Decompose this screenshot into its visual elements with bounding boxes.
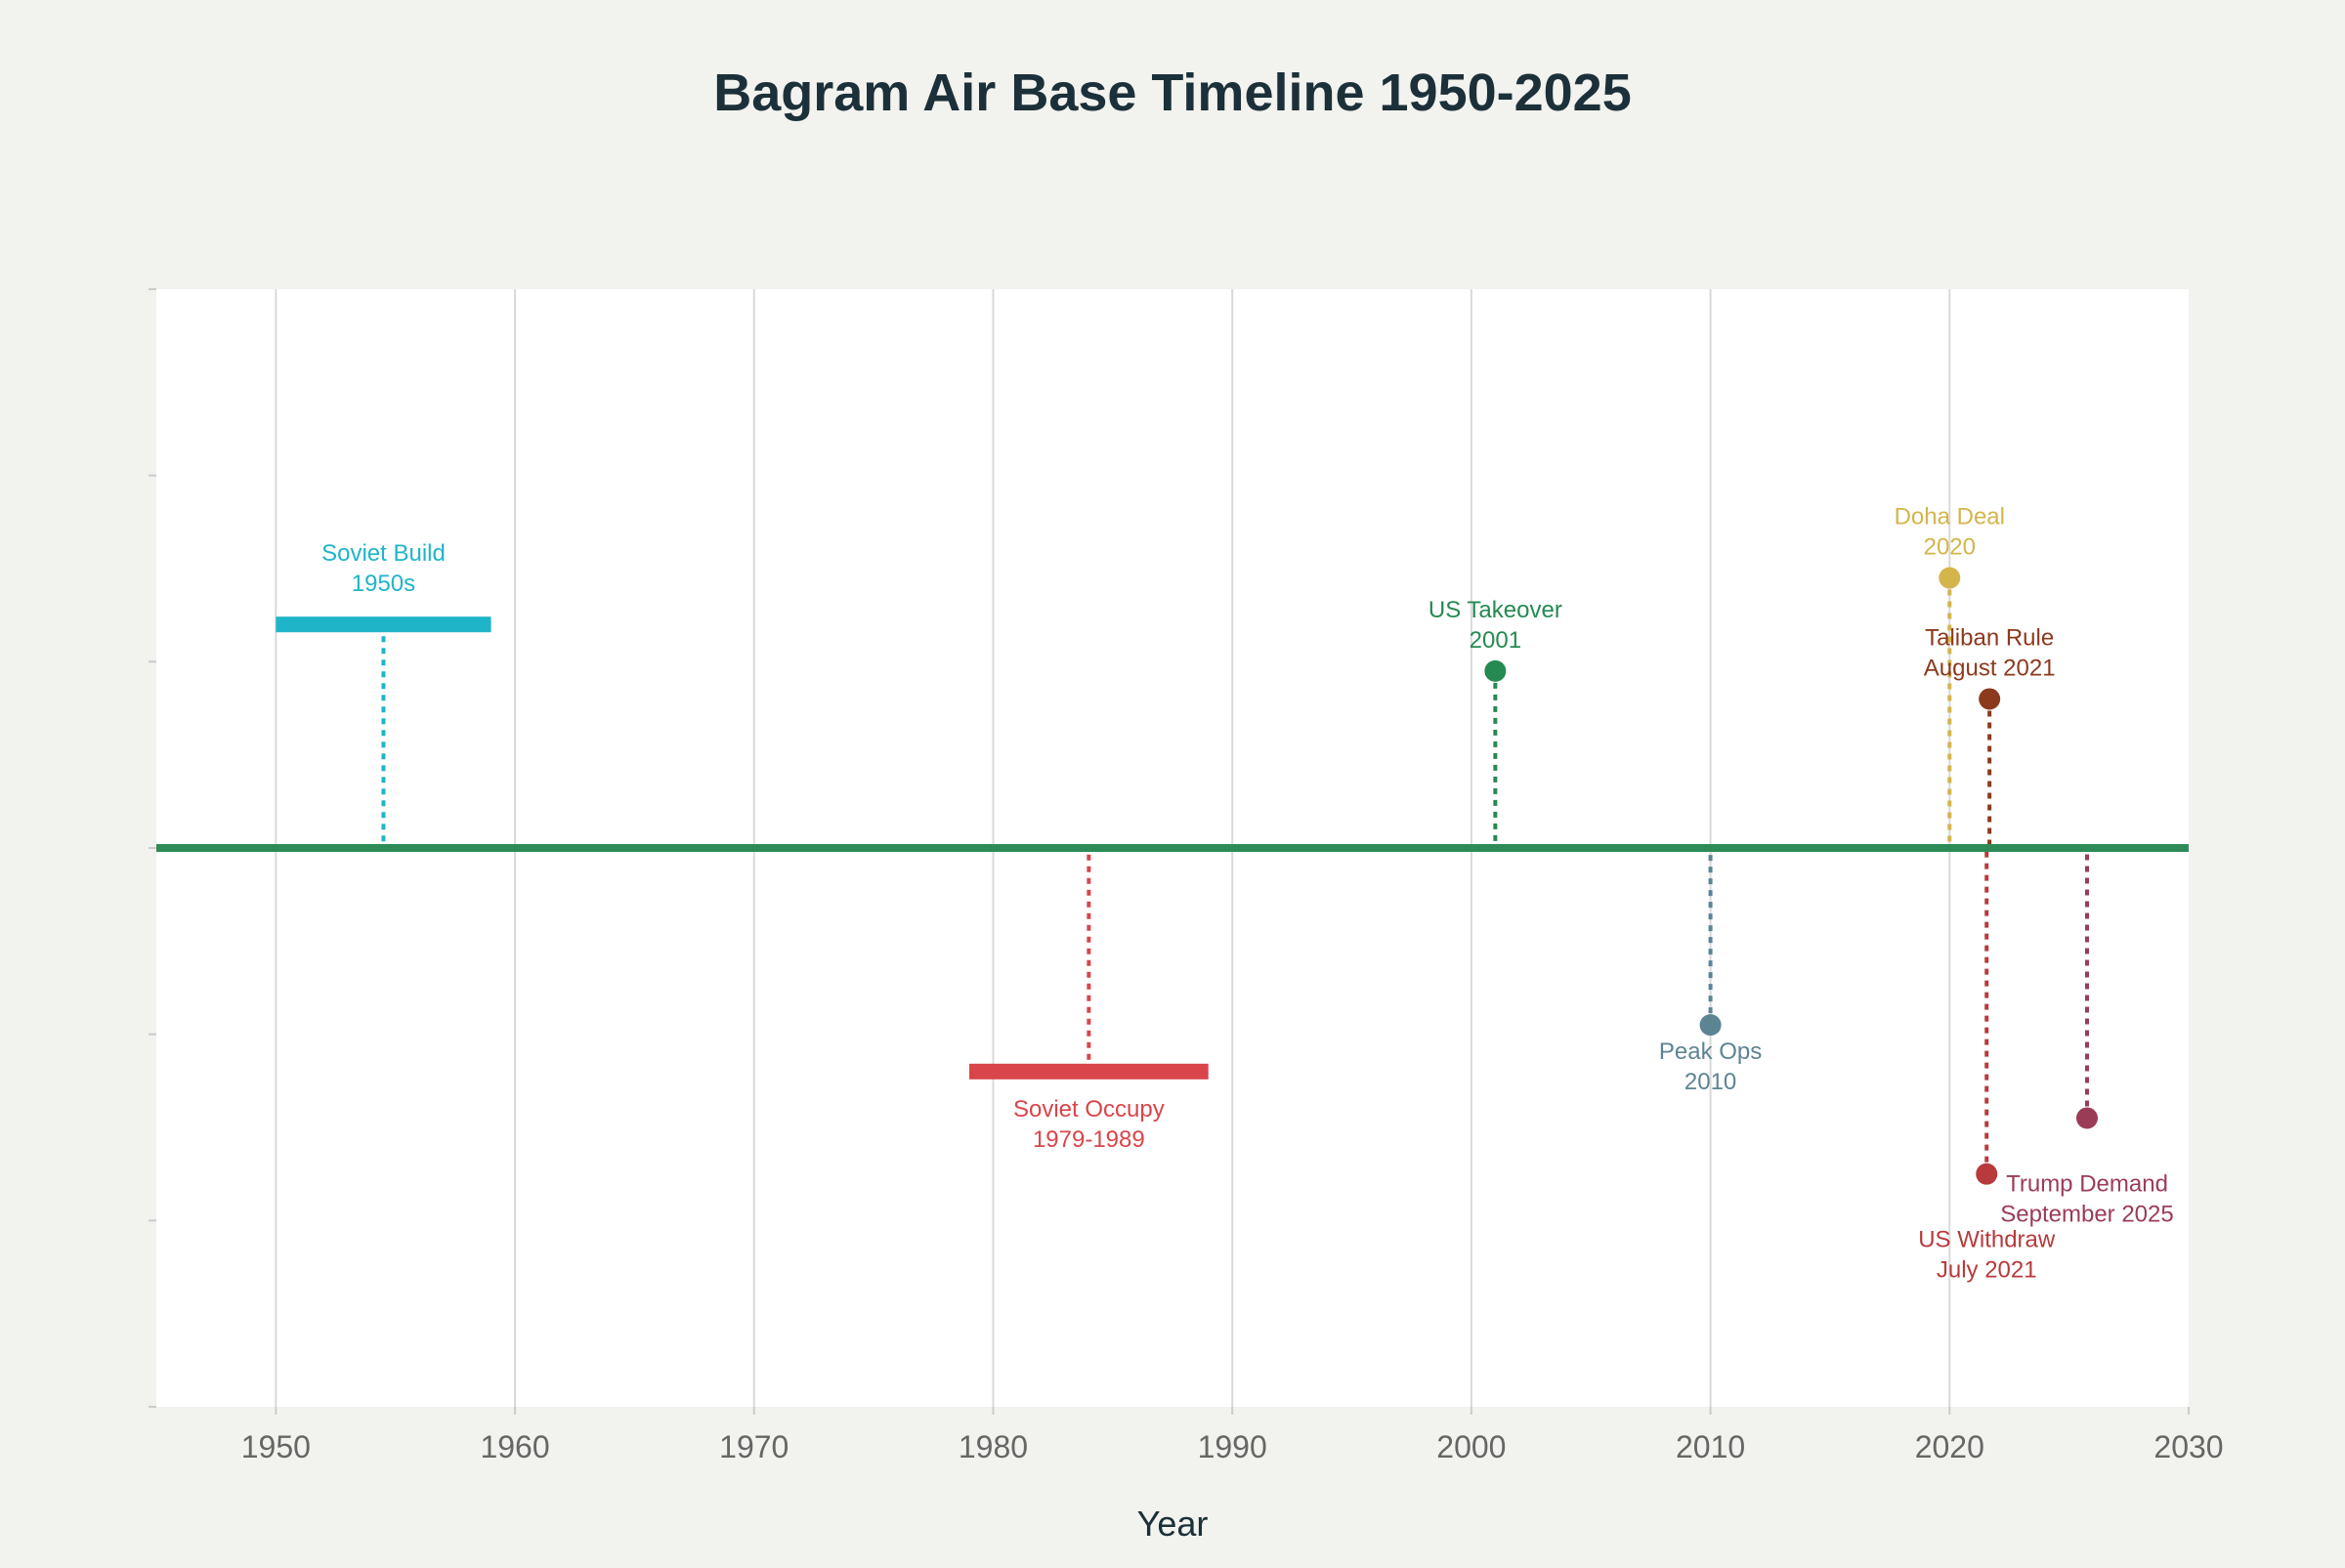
span-sublabel: 1950s xyxy=(352,571,415,597)
span-bar xyxy=(969,1063,1209,1080)
x-tick-label: 2020 xyxy=(1915,1429,1984,1464)
span-sublabel: 1979-1989 xyxy=(1033,1126,1145,1153)
event-sublabel: August 2021 xyxy=(1924,655,2056,681)
span-label: Soviet Build xyxy=(321,540,446,567)
x-axis-label: Year xyxy=(1137,1504,1209,1544)
event-sublabel: July 2021 xyxy=(1937,1257,2037,1284)
event-marker xyxy=(2076,1107,2098,1129)
event-label: Taliban Rule xyxy=(1925,624,2054,651)
chart-title: Bagram Air Base Timeline 1950-2025 xyxy=(713,64,1632,122)
event-marker xyxy=(1484,659,1507,682)
x-tick-label: 2000 xyxy=(1436,1429,1506,1464)
x-tick-label: 1990 xyxy=(1198,1429,1267,1464)
event-marker xyxy=(1979,688,2001,710)
x-tick-label: 1970 xyxy=(719,1429,789,1464)
event-sublabel: 2001 xyxy=(1470,627,1521,654)
event-marker xyxy=(1976,1163,1998,1185)
event-label: US Withdraw xyxy=(1918,1227,2056,1253)
event-sublabel: September 2025 xyxy=(2000,1201,2173,1227)
x-tick-label: 1960 xyxy=(480,1429,549,1464)
event-label: Peak Ops xyxy=(1659,1038,1762,1065)
span-label: Soviet Occupy xyxy=(1013,1096,1165,1123)
x-tick-label: 2030 xyxy=(2153,1429,2223,1464)
plot-area: 1950 1960 1970 1980 1990 2000 2010 2020 2030 Sovi… xyxy=(149,288,2224,1464)
event-marker xyxy=(1939,567,1961,589)
event-label: Doha Deal xyxy=(1895,504,2005,530)
x-tick-label: 1950 xyxy=(241,1429,311,1464)
x-tick-label: 1980 xyxy=(959,1429,1028,1464)
event-sublabel: 2010 xyxy=(1684,1069,1736,1095)
event-marker xyxy=(1699,1014,1722,1037)
span-bar xyxy=(276,616,491,633)
event-label: Trump Demand xyxy=(2006,1170,2168,1197)
x-tick-label: 2010 xyxy=(1676,1429,1745,1464)
event-label: US Takeover xyxy=(1428,597,1562,623)
event-sublabel: 2020 xyxy=(1924,534,1976,561)
